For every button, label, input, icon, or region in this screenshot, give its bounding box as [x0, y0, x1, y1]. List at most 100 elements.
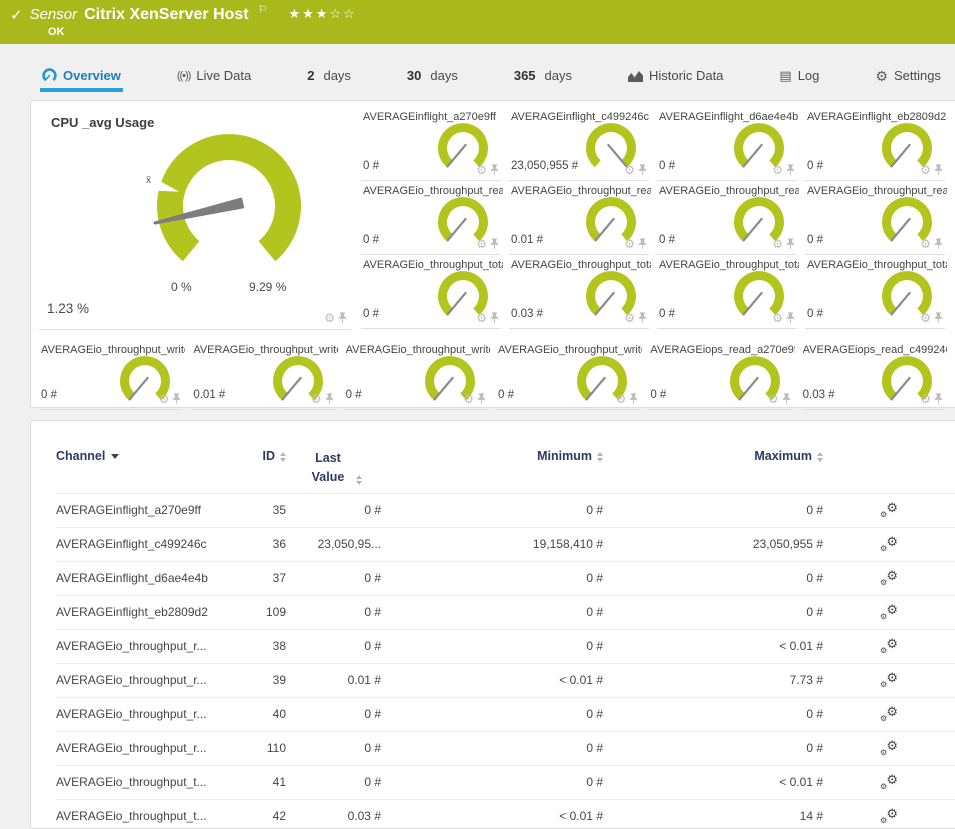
- gauge-tile[interactable]: AVERAGEio_throughput_total... 0 # ⚙: [361, 255, 503, 329]
- table-row[interactable]: AVERAGEio_throughput_r... 110 0 # 0 # 0 # ⚙ ⚙: [56, 732, 955, 766]
- pin-icon[interactable]: [782, 392, 791, 405]
- tab-settings[interactable]: ⚙ Settings: [873, 64, 943, 92]
- gauge-tile[interactable]: AVERAGEio_throughput_read... 0.01 # ⚙: [509, 181, 651, 255]
- gauge-tile[interactable]: AVERAGEio_throughput_write... 0.01 # ⚙: [191, 340, 338, 410]
- channel-settings-icon[interactable]: ⚙ ⚙: [879, 739, 899, 757]
- gauge-tile[interactable]: AVERAGEinflight_eb2809d2 0 # ⚙: [805, 107, 946, 181]
- gauge-tile[interactable]: AVERAGEio_throughput_read... 0 # ⚙: [805, 181, 947, 255]
- star-rating[interactable]: ★★★☆☆: [289, 6, 357, 22]
- tab-log[interactable]: ▤ Log: [777, 64, 821, 92]
- pin-icon[interactable]: [172, 392, 181, 405]
- pin-icon[interactable]: [786, 237, 795, 250]
- pin-icon[interactable]: [786, 163, 795, 176]
- gauge-tile[interactable]: AVERAGEio_throughput_read... 0 # ⚙: [657, 181, 799, 255]
- gear-icon[interactable]: ⚙: [615, 391, 627, 406]
- gear-icon[interactable]: ⚙: [624, 236, 635, 251]
- gauge-needle: [890, 217, 911, 242]
- pin-icon[interactable]: [638, 311, 647, 324]
- gear-icon[interactable]: ⚙: [476, 236, 487, 251]
- gear-icon[interactable]: ⚙: [324, 310, 335, 325]
- gear-icon[interactable]: ⚙: [920, 310, 931, 325]
- gear-icon[interactable]: ⚙: [463, 391, 474, 406]
- table-row[interactable]: AVERAGEinflight_d6ae4e4b 37 0 # 0 # 0 # ⚙ ⚙: [56, 562, 955, 596]
- gauge-tile[interactable]: AVERAGEio_throughput_total... 0.03 # ⚙: [509, 255, 651, 329]
- gauge-tile[interactable]: AVERAGEio_throughput_total... 0 # ⚙: [805, 255, 947, 329]
- gauge-tile[interactable]: AVERAGEinflight_c499246c 23,050,955 # ⚙: [509, 107, 649, 181]
- table-row[interactable]: AVERAGEio_throughput_r... 40 0 # 0 # 0 # ⚙ ⚙: [56, 698, 955, 732]
- pin-icon[interactable]: [638, 163, 647, 176]
- gear-icon[interactable]: ⚙: [476, 162, 487, 177]
- pin-icon[interactable]: [934, 392, 943, 405]
- gear-icon[interactable]: ⚙: [920, 162, 931, 177]
- pin-icon[interactable]: [934, 163, 943, 176]
- pin-icon[interactable]: [934, 237, 943, 250]
- gauge-tile[interactable]: AVERAGEio_throughput_total... 0 # ⚙: [657, 255, 799, 329]
- column-header-last-value[interactable]: Last Value: [286, 449, 381, 487]
- cell-maximum: 0 #: [806, 707, 823, 721]
- tab-overview[interactable]: Overview: [40, 64, 123, 92]
- table-row[interactable]: AVERAGEinflight_c499246c 36 23,050,95... 19…: [56, 528, 955, 562]
- table-row[interactable]: AVERAGEio_throughput_r... 38 0 # 0 # < 0.01 …: [56, 630, 955, 664]
- tab-label: Live Data: [196, 68, 252, 83]
- column-header-maximum[interactable]: Maximum: [603, 449, 823, 463]
- column-header-id[interactable]: ID: [236, 449, 286, 463]
- gauge-tile[interactable]: AVERAGEinflight_a270e9ff 0 # ⚙: [361, 107, 501, 181]
- gauge-tile[interactable]: AVERAGEiops_read_a270e9ff 0 # ⚙: [648, 340, 795, 410]
- column-header-minimum[interactable]: Minimum: [381, 449, 603, 463]
- tab-2-days[interactable]: 2 days: [305, 64, 353, 92]
- gear-icon[interactable]: ⚙: [772, 162, 783, 177]
- table-row[interactable]: AVERAGEio_throughput_t... 41 0 # 0 # < 0.01 …: [56, 766, 955, 800]
- pin-icon[interactable]: [638, 237, 647, 250]
- gauge-value: 1.23 %: [47, 301, 90, 316]
- channel-settings-icon[interactable]: ⚙ ⚙: [879, 807, 899, 825]
- pin-icon[interactable]: [934, 311, 943, 324]
- tab-live-data[interactable]: ((•)) Live Data: [175, 64, 253, 92]
- gear-icon: ⚙: [886, 535, 898, 549]
- gear-icon[interactable]: ⚙: [624, 310, 635, 325]
- gear-icon[interactable]: ⚙: [767, 391, 779, 406]
- channel-settings-icon[interactable]: ⚙ ⚙: [879, 501, 899, 519]
- stars-empty[interactable]: ☆☆: [329, 6, 357, 21]
- column-header-channel[interactable]: Channel: [56, 449, 236, 463]
- table-row[interactable]: AVERAGEinflight_eb2809d2 109 0 # 0 # 0 # ⚙ ⚙: [56, 596, 955, 630]
- channel-settings-icon[interactable]: ⚙ ⚙: [879, 773, 899, 791]
- channel-settings-icon[interactable]: ⚙ ⚙: [879, 705, 899, 723]
- channel-settings-icon[interactable]: ⚙ ⚙: [879, 535, 899, 553]
- gear-icon[interactable]: ⚙: [476, 310, 487, 325]
- gauge-tile[interactable]: AVERAGEinflight_d6ae4e4b 0 # ⚙: [657, 107, 798, 181]
- gear-icon[interactable]: ⚙: [920, 236, 931, 251]
- channel-settings-icon[interactable]: ⚙ ⚙: [879, 637, 899, 655]
- gear-icon[interactable]: ⚙: [772, 310, 783, 325]
- gear-icon[interactable]: ⚙: [772, 236, 783, 251]
- tab-365-days[interactable]: 365 days: [512, 64, 574, 92]
- pin-icon[interactable]: [490, 237, 499, 250]
- pin-icon[interactable]: [325, 392, 334, 405]
- tab-historic-data[interactable]: Historic Data: [626, 64, 725, 92]
- cpu-gauge-tile[interactable]: CPU _avg Usage x̄ 0 % 9.29 % 1.23 % ⚙: [39, 107, 351, 330]
- gear-icon[interactable]: ⚙: [920, 391, 931, 406]
- channel-settings-icon[interactable]: ⚙ ⚙: [879, 569, 899, 587]
- table-row[interactable]: AVERAGEinflight_a270e9ff 35 0 # 0 # 0 # ⚙ ⚙: [56, 494, 955, 528]
- pin-icon[interactable]: [490, 311, 499, 324]
- gauge-tile[interactable]: AVERAGEiops_read_c499246c 0.03 # ⚙: [800, 340, 947, 410]
- gauge-tile[interactable]: AVERAGEio_throughput_write... 0 # ⚙: [495, 340, 642, 410]
- flag-icon[interactable]: ⚐: [257, 4, 268, 16]
- gear-icon[interactable]: ⚙: [158, 391, 170, 406]
- tab-30-days[interactable]: 30 days: [405, 64, 460, 92]
- channel-settings-icon[interactable]: ⚙ ⚙: [879, 603, 899, 621]
- channel-settings-icon[interactable]: ⚙ ⚙: [879, 671, 899, 689]
- pin-icon[interactable]: [629, 392, 638, 405]
- stars-filled[interactable]: ★★★: [288, 6, 330, 21]
- pin-icon[interactable]: [490, 163, 499, 176]
- gauge-tile[interactable]: AVERAGEio_throughput_read... 0 # ⚙: [361, 181, 503, 255]
- gear-icon[interactable]: ⚙: [624, 162, 635, 177]
- gauge-tile[interactable]: AVERAGEio_throughput_write... 0 # ⚙: [343, 340, 490, 410]
- gear-icon[interactable]: ⚙: [310, 391, 322, 406]
- pin-icon[interactable]: [338, 311, 347, 324]
- pin-icon[interactable]: [477, 392, 486, 405]
- table-row[interactable]: AVERAGEio_throughput_r... 39 0.01 # < 0.01 …: [56, 664, 955, 698]
- table-row[interactable]: AVERAGEio_throughput_t... 42 0.03 # < 0.01 …: [56, 800, 955, 829]
- gauge-tile[interactable]: AVERAGEio_throughput_write... 0 # ⚙: [39, 340, 185, 410]
- cpu-gauge-chart: x̄: [146, 134, 301, 262]
- pin-icon[interactable]: [786, 311, 795, 324]
